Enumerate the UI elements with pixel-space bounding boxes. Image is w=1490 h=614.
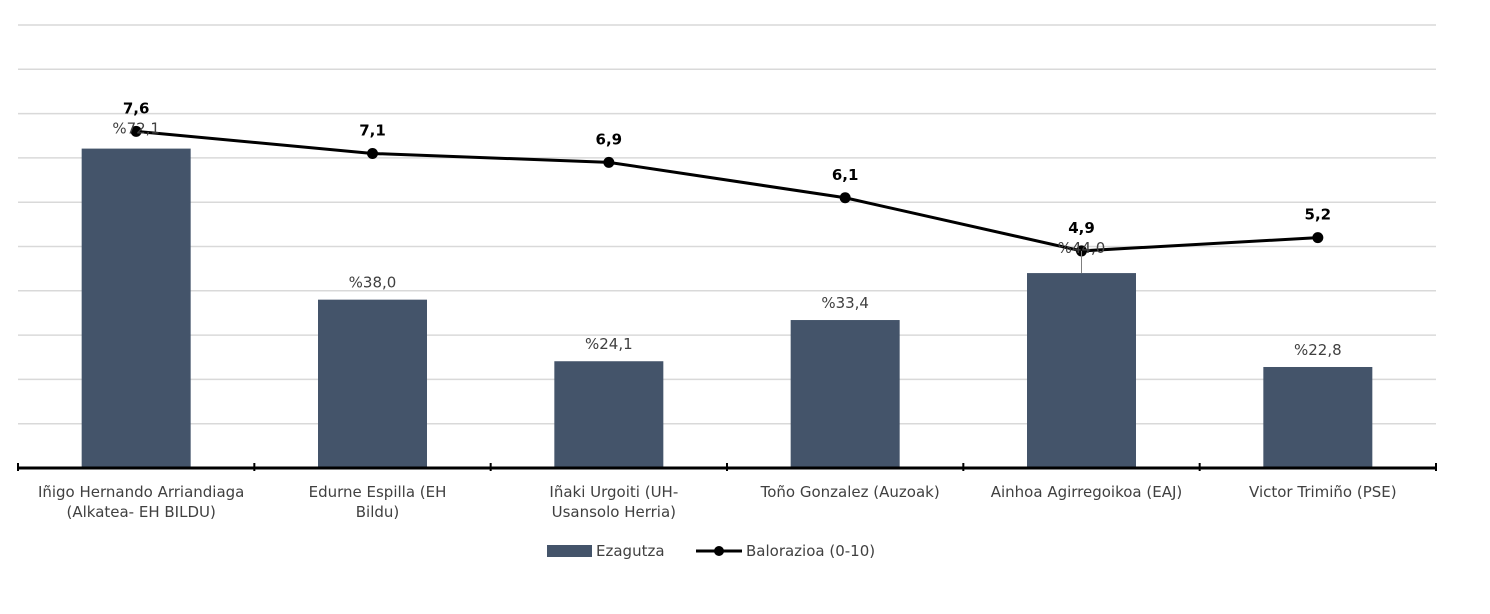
category-label: Toño Gonzalez (Auzoak) — [760, 483, 940, 501]
category-label: Iñaki Urgoiti (UH-Usansolo Herria) — [549, 483, 678, 521]
line-data-label: 4,9 — [1068, 219, 1095, 237]
legend-swatch-bar — [547, 545, 592, 557]
bar-data-label: %38,0 — [349, 274, 397, 292]
bar-data-label: %44,0 — [1058, 239, 1106, 257]
data-labels: %72,1 %38,0 %24,1 %33,4 %44,0 %22,8 7,6 7,1 6,9 6… — [112, 99, 1341, 359]
category-label: Iñigo Hernando Arriandiaga (Alkatea- EH B… — [38, 483, 244, 521]
line-data-label: 5,2 — [1305, 206, 1332, 224]
bar — [81, 148, 191, 469]
legend-swatch-point — [714, 546, 724, 556]
bar-data-label: %22,8 — [1294, 341, 1342, 359]
line-point — [1312, 232, 1324, 244]
bar-series — [81, 148, 1373, 469]
line-data-label: 7,6 — [123, 99, 150, 117]
bar-data-label: %72,1 — [112, 119, 160, 137]
gridlines — [18, 24, 1436, 425]
bar — [318, 299, 427, 468]
legend-label-bar: Ezagutza — [596, 542, 665, 560]
line-series-path — [136, 129, 1318, 253]
line-point — [130, 125, 142, 137]
line-data-label: 7,1 — [359, 121, 386, 139]
line-point — [839, 192, 851, 204]
bar — [790, 320, 900, 468]
category-label: Ainhoa Agirregoikoa (EAJ) — [991, 483, 1183, 501]
line-series — [130, 125, 1324, 257]
legend-label-line: Balorazioa (0-10) — [746, 542, 875, 560]
line-data-label: 6,1 — [832, 166, 859, 184]
legend: Ezagutza Balorazioa (0-10) — [547, 542, 875, 560]
bar — [1263, 366, 1373, 468]
category-labels: Iñigo Hernando Arriandiaga (Alkatea- EH B… — [38, 483, 1397, 521]
bar — [554, 361, 664, 468]
x-axis — [17, 463, 1437, 471]
bar-data-label: %24,1 — [585, 335, 633, 353]
line-data-label: 6,9 — [596, 130, 623, 148]
line-point — [367, 147, 378, 159]
bar-data-label: %33,4 — [821, 294, 869, 312]
category-label: Edurne Espilla (EH Bildu) — [309, 483, 447, 521]
category-label: Victor Trimiño (PSE) — [1249, 483, 1397, 501]
bar — [1027, 273, 1136, 468]
line-point — [603, 156, 615, 168]
